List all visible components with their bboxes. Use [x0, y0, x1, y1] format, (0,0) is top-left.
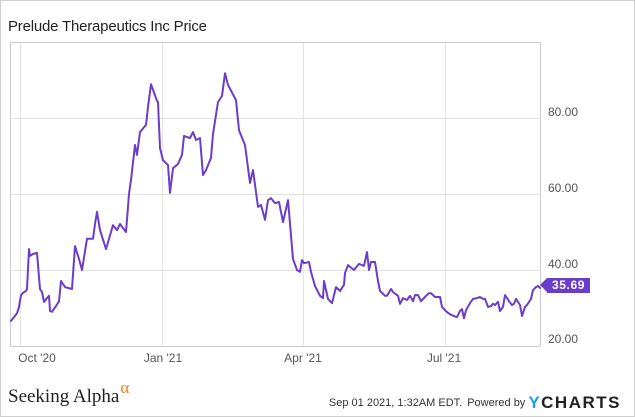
ycharts-y-icon: Y: [528, 393, 542, 412]
ycharts-wordmark: CHARTS: [541, 393, 621, 412]
x-tick-apr: Apr '21: [284, 351, 322, 365]
last-value-text: 35.69: [547, 278, 591, 293]
badge-pointer-icon: [540, 278, 547, 292]
axes: [10, 42, 541, 347]
gridlines: [11, 42, 540, 346]
timestamp: Sep 01 2021, 1:32AM EDT.: [328, 397, 463, 409]
x-tick-jul: Jul '21: [426, 351, 462, 365]
chart-title: Prelude Therapeutics Inc Price: [8, 18, 207, 35]
y-tick-20: 20.00: [548, 332, 579, 346]
y-tick-80: 80.00: [548, 105, 579, 119]
y-tick-40: 40.00: [548, 257, 579, 271]
x-tick-oct: Oct '20: [18, 351, 56, 365]
alpha-icon: α: [120, 378, 130, 397]
x-tick-jan: Jan '21: [143, 351, 183, 365]
price-line: [10, 72, 541, 322]
y-tick-60: 60.00: [548, 181, 579, 195]
ycharts-logo: Y CHARTS: [528, 393, 621, 413]
powered-by-text: Powered by: [467, 397, 526, 409]
seeking-alpha-logo: Seeking Alphaα: [8, 378, 129, 408]
logo-text: Seeking Alpha: [8, 386, 120, 407]
chart-footer: Sep 01 2021, 1:32AM EDT. Powered by Y CHA…: [329, 393, 621, 413]
